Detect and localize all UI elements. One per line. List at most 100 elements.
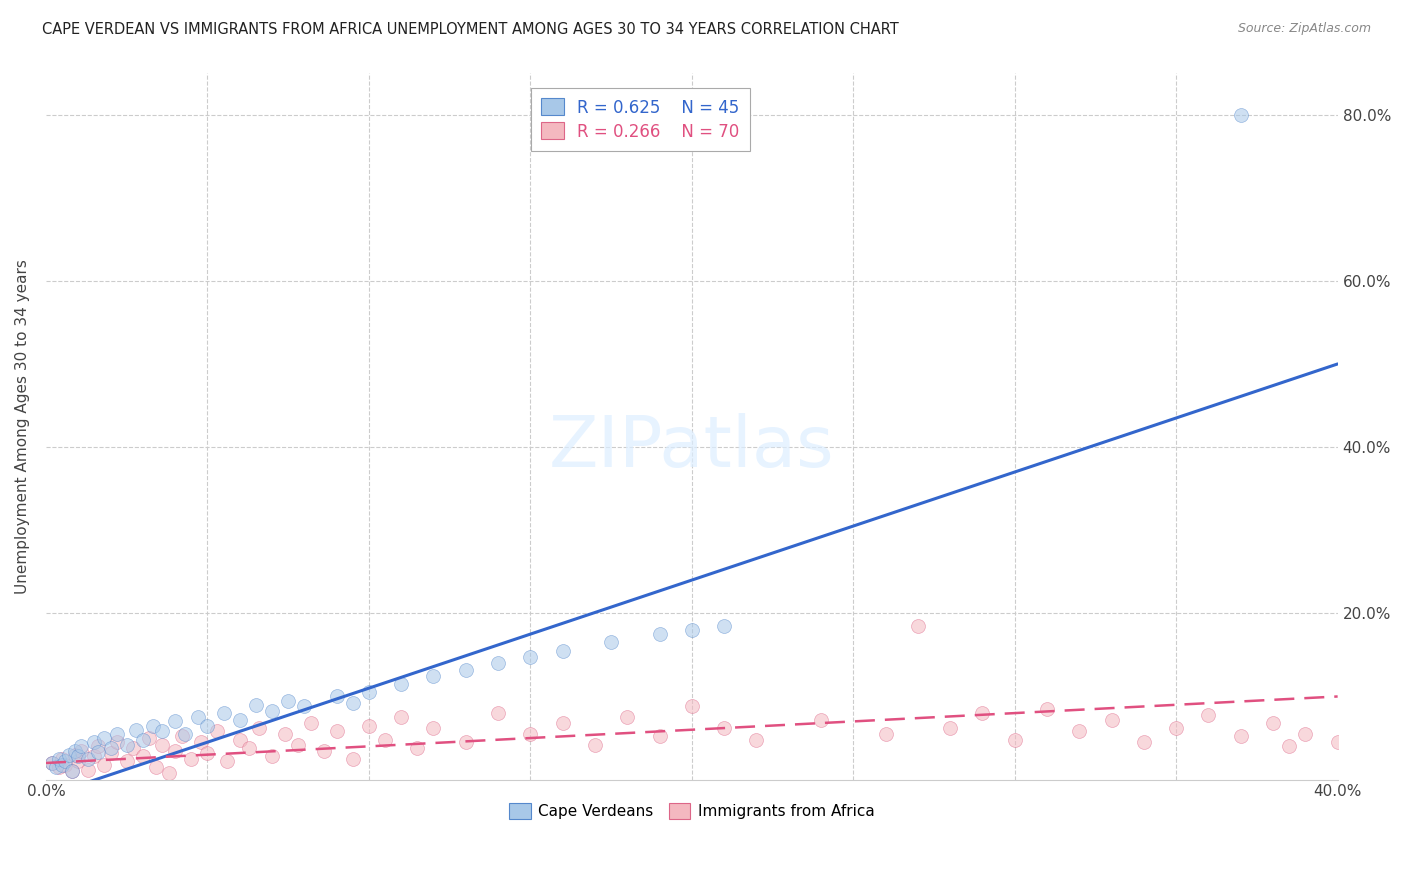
Point [145, 760, 167, 774]
Point [1133, 735, 1156, 749]
Point [228, 713, 250, 727]
Point [215, 754, 238, 768]
Point [454, 663, 477, 677]
Point [51, 757, 73, 772]
Point [197, 718, 219, 732]
Point [150, 724, 173, 739]
Point [312, 743, 335, 757]
Point [180, 752, 202, 766]
Point [1198, 707, 1220, 722]
Point [616, 710, 638, 724]
Y-axis label: Unemployment Among Ages 30 to 34 years: Unemployment Among Ages 30 to 34 years [15, 259, 30, 594]
Point [681, 699, 703, 714]
Point [190, 735, 212, 749]
Point [70, 743, 93, 757]
Point [45, 760, 67, 774]
Point [713, 721, 735, 735]
Point [48, 752, 70, 766]
Point [93, 757, 115, 772]
Point [274, 727, 297, 741]
Point [100, 741, 122, 756]
Point [454, 735, 477, 749]
Point [41, 756, 63, 770]
Point [67, 754, 90, 768]
Point [238, 741, 260, 756]
Point [260, 749, 283, 764]
Point [374, 732, 396, 747]
Point [1261, 716, 1284, 731]
Point [1229, 730, 1251, 744]
Point [86, 745, 108, 759]
Point [63, 747, 86, 762]
Text: CAPE VERDEAN VS IMMIGRANTS FROM AFRICA UNEMPLOYMENT AMONG AGES 30 TO 34 YEARS CO: CAPE VERDEAN VS IMMIGRANTS FROM AFRICA U… [42, 22, 898, 37]
Point [292, 699, 315, 714]
Point [260, 705, 283, 719]
Text: ZIPatlas: ZIPatlas [548, 413, 835, 482]
Point [1101, 713, 1123, 727]
Point [551, 716, 574, 731]
Point [277, 693, 299, 707]
Point [165, 743, 187, 757]
Point [205, 724, 228, 739]
Point [1036, 702, 1059, 716]
Point [486, 706, 509, 720]
Point [228, 732, 250, 747]
Point [519, 727, 541, 741]
Point [132, 732, 155, 747]
Point [141, 718, 163, 732]
Point [212, 706, 235, 720]
Point [342, 752, 364, 766]
Point [1004, 732, 1026, 747]
Point [247, 721, 270, 735]
Point [67, 749, 90, 764]
Point [138, 731, 160, 745]
Point [77, 763, 100, 777]
Point [63, 743, 86, 757]
Point [53, 754, 76, 768]
Point [389, 677, 412, 691]
Point [486, 657, 509, 671]
Point [875, 727, 897, 741]
Point [132, 749, 155, 764]
Point [170, 730, 193, 744]
Point [60, 764, 83, 779]
Point [600, 635, 623, 649]
Point [83, 735, 105, 749]
Point [83, 749, 105, 764]
Point [60, 764, 83, 779]
Point [105, 727, 128, 741]
Point [1278, 739, 1301, 754]
Point [519, 649, 541, 664]
Point [245, 698, 267, 712]
Point [70, 739, 93, 754]
Point [389, 710, 412, 724]
Point [125, 723, 148, 737]
Point [713, 619, 735, 633]
Point [115, 738, 138, 752]
Point [48, 760, 70, 774]
Point [1294, 727, 1316, 741]
Point [406, 741, 429, 756]
Point [115, 754, 138, 768]
Point [1326, 735, 1348, 749]
Point [357, 685, 380, 699]
Point [325, 724, 347, 739]
Point [197, 746, 219, 760]
Point [58, 747, 80, 762]
Point [1069, 724, 1091, 739]
Point [342, 696, 364, 710]
Point [1166, 721, 1188, 735]
Point [86, 739, 108, 754]
Point [745, 732, 768, 747]
Point [583, 738, 606, 752]
Point [150, 738, 173, 752]
Point [810, 713, 832, 727]
Text: Source: ZipAtlas.com: Source: ZipAtlas.com [1237, 22, 1371, 36]
Point [122, 741, 145, 756]
Legend: Cape Verdeans, Immigrants from Africa: Cape Verdeans, Immigrants from Africa [503, 797, 880, 825]
Point [100, 746, 122, 760]
Point [53, 757, 76, 772]
Point [77, 752, 100, 766]
Point [551, 644, 574, 658]
Point [681, 623, 703, 637]
